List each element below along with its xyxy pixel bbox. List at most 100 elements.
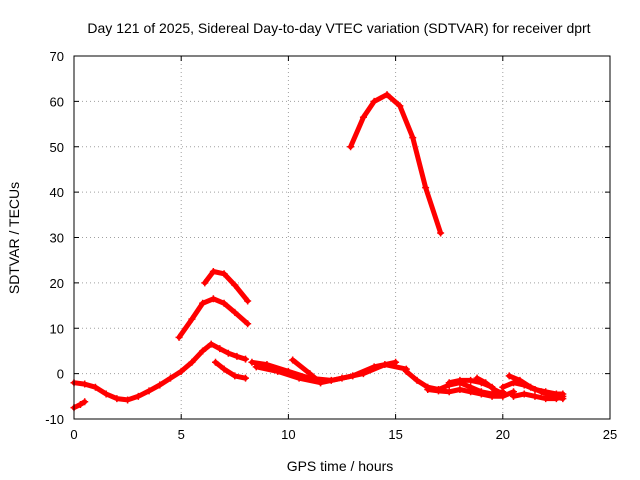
series-track-9 [348,92,444,236]
data-point [516,376,524,384]
data-point [445,388,453,396]
data-point [124,396,132,404]
data-point [473,374,481,382]
data-point [177,367,185,375]
x-axis-label: GPS time / hours [287,458,394,474]
y-tick-label: -10 [45,412,64,427]
data-point [220,270,228,278]
series-track-7 [253,362,409,386]
data-point [231,281,239,289]
data-point [231,372,239,380]
data-point [402,367,410,375]
y-tick-label: 0 [57,367,64,382]
data-point [242,374,250,382]
data-point [347,143,355,151]
data-point [477,390,485,398]
data-point [499,383,507,391]
data-point [456,376,464,384]
data-point [338,374,346,382]
data-point [434,387,442,395]
data-point [499,390,507,398]
grid [74,56,610,419]
data-point [409,134,417,142]
data-point [233,352,241,360]
data-point [252,363,260,371]
data-point [207,340,215,348]
data-point [244,320,252,328]
data-point [244,297,252,305]
data-point [381,361,389,369]
data-point [209,268,217,276]
data-point [445,379,453,387]
data-point [102,390,110,398]
data-point [359,113,367,121]
data-point [242,355,250,363]
data-point [231,308,239,316]
data-point [531,392,539,400]
chart-title: Day 121 of 2025, Sidereal Day-to-day VTE… [87,20,590,36]
data-point [81,380,89,388]
series-track-13 [474,375,506,397]
data-point [467,376,475,384]
y-tick-label: 10 [50,321,64,336]
series-track-5 [213,359,248,381]
data-point [482,379,490,387]
x-tick-label: 10 [281,427,295,442]
data-point [370,97,378,105]
data-point [317,379,325,387]
tick-marks [73,55,611,420]
x-tick-label: 25 [603,427,617,442]
y-tick-label: 50 [50,140,64,155]
data-point [274,367,282,375]
data-point [145,387,153,395]
data-point [510,392,518,400]
x-tick-label: 15 [388,427,402,442]
data-point [209,295,217,303]
data-point [488,392,496,400]
y-tick-label: 60 [50,94,64,109]
data-point [220,365,228,373]
x-tick-label: 0 [70,427,77,442]
data-point [542,395,550,403]
data-point [91,383,99,391]
data-point [295,374,303,382]
data-point [248,358,256,366]
data-point [188,315,196,323]
data-point [537,388,545,396]
data-point [201,279,209,287]
data-point [396,102,404,110]
x-tick-label: 5 [178,427,185,442]
data-point [527,383,535,391]
data-point [113,395,121,403]
data-point [559,392,567,400]
data-point [224,349,232,357]
data-point [175,333,183,341]
data-point [156,381,164,389]
data-point [552,395,560,403]
data-point [306,370,314,378]
data-layer [70,91,567,412]
data-point [456,386,464,394]
data-point [437,229,445,237]
data-point [199,299,207,307]
data-point [490,386,498,394]
data-point [505,372,513,380]
data-point [359,370,367,378]
data-point [289,356,297,364]
data-point [424,386,432,394]
y-tick-label: 30 [50,231,64,246]
data-point [383,91,391,99]
data-point [220,299,228,307]
series-track-1 [71,341,248,403]
data-point [188,358,196,366]
data-point [520,390,528,398]
x-tick-label: 20 [496,427,510,442]
data-point [81,398,89,406]
data-point [212,358,220,366]
data-point [76,400,84,408]
tick-labels: 0 5 10 15 20 25 -10 0 10 20 30 40 50 60 70 [45,49,617,442]
data-point [134,392,142,400]
data-point [413,376,421,384]
y-tick-label: 20 [50,276,64,291]
